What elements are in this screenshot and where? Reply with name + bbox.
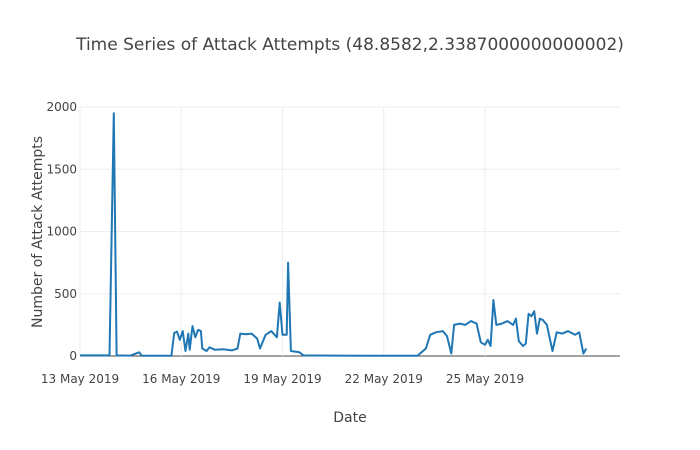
- series-lines: [80, 112, 588, 357]
- x-tick-label: 13 May 2019: [41, 372, 119, 386]
- y-tick-label: 1000: [46, 225, 77, 239]
- y-tick-label: 0: [69, 349, 77, 363]
- y-tick-labels: 0 500 1000 1500 2000: [46, 100, 77, 363]
- chart-title: Time Series of Attack Attempts (48.8582,…: [75, 35, 624, 55]
- x-tick-labels: 13 May 2019 16 May 2019 19 May 2019 22 May …: [41, 372, 524, 386]
- x-axis-label: Date: [333, 410, 366, 426]
- y-tick-label: 2000: [46, 100, 77, 114]
- x-tick-label: 25 May 2019: [446, 372, 524, 386]
- y-axis-label: Number of Attack Attempts: [30, 136, 46, 328]
- x-tick-label: 19 May 2019: [243, 372, 321, 386]
- x-tick-label: 22 May 2019: [345, 372, 423, 386]
- x-tick-label: 16 May 2019: [142, 372, 220, 386]
- y-tick-label: 500: [54, 287, 77, 301]
- series-line: [80, 112, 588, 357]
- y-tick-label: 1500: [46, 162, 77, 176]
